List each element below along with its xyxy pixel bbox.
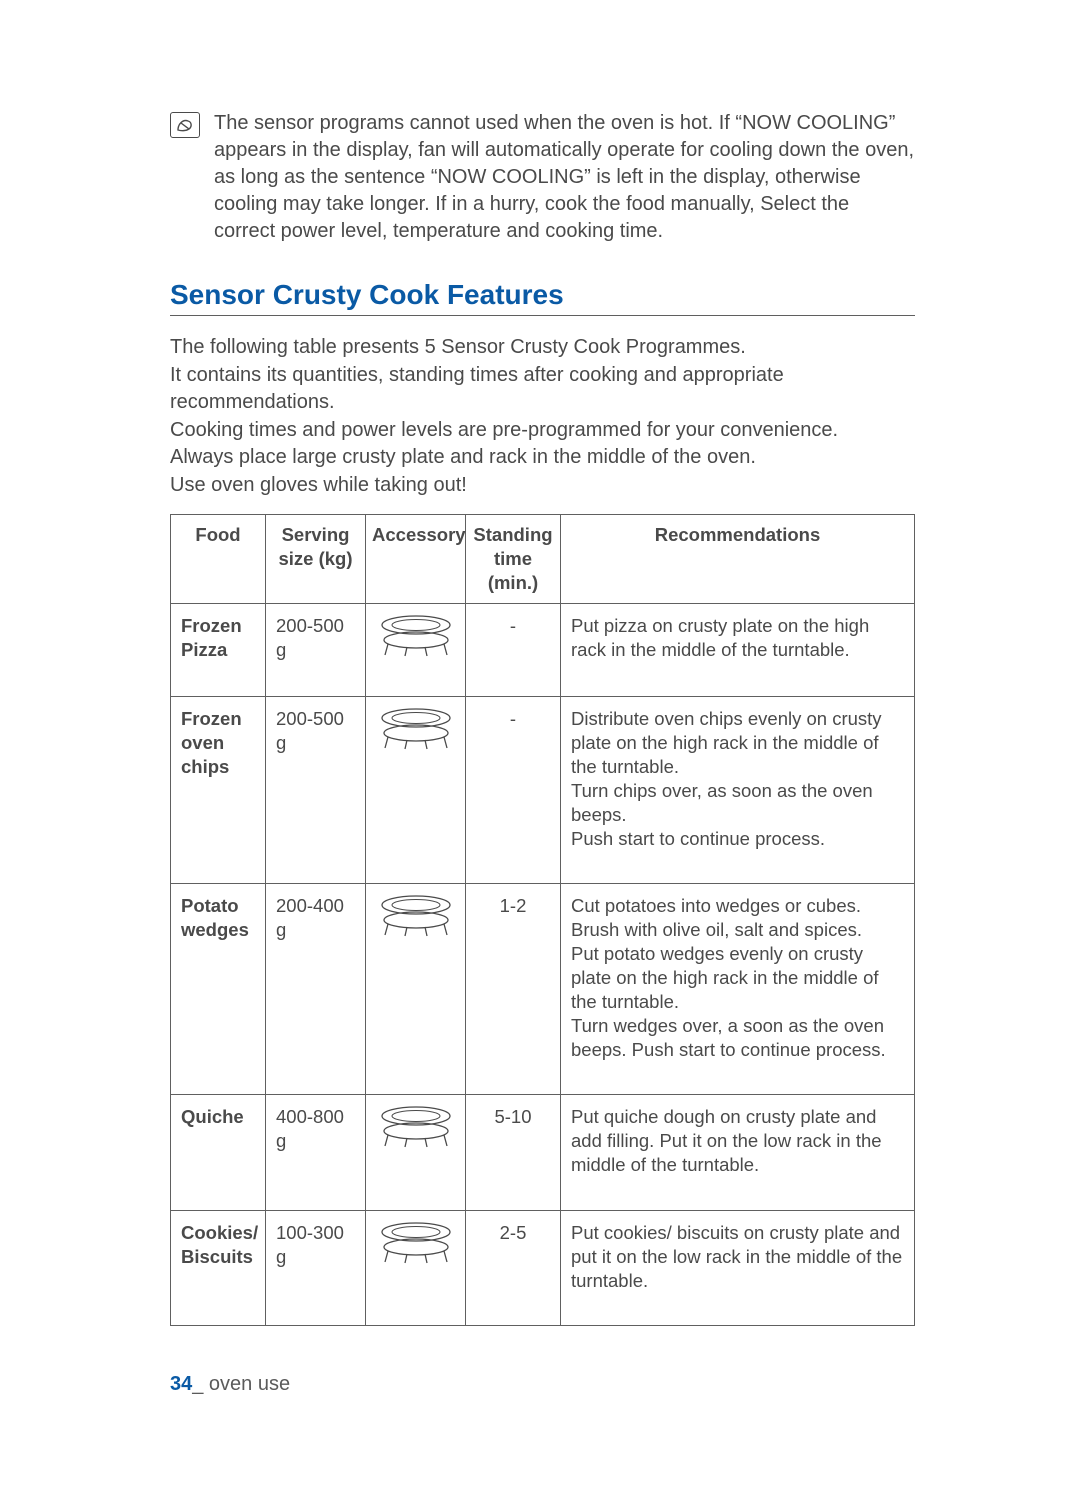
cell-accessory: [366, 1210, 466, 1325]
cell-serving-size: 200-500 g: [266, 603, 366, 696]
page-footer: 34_ oven use: [170, 1373, 290, 1396]
table-row: Quiche400-800 g 5-10Put quiche dough on c…: [171, 1095, 915, 1210]
table-row: Cookies/ Biscuits100-300 g 2-5Put cookies…: [171, 1210, 915, 1325]
cell-food: Cookies/ Biscuits: [171, 1210, 266, 1325]
cell-accessory: [366, 603, 466, 696]
cell-standing-time: 1-2: [466, 884, 561, 1095]
cell-serving-size: 400-800 g: [266, 1095, 366, 1210]
intro-line: Cooking times and power levels are pre-p…: [170, 419, 838, 441]
cell-food: Quiche: [171, 1095, 266, 1210]
intro-line: It contains its quantities, standing tim…: [170, 364, 784, 414]
th-food: Food: [171, 514, 266, 603]
intro-paragraph: The following table presents 5 Sensor Cr…: [170, 334, 915, 500]
note-icon: [170, 112, 200, 138]
cell-serving-size: 200-500 g: [266, 696, 366, 883]
cell-serving-size: 100-300 g: [266, 1210, 366, 1325]
cell-accessory: [366, 696, 466, 883]
cell-food: Frozen oven chips: [171, 696, 266, 883]
cell-recommendations: Put cookies/ biscuits on crusty plate an…: [561, 1210, 915, 1325]
intro-line: Always place large crusty plate and rack…: [170, 446, 756, 468]
cell-recommendations: Put pizza on crusty plate on the high ra…: [561, 603, 915, 696]
cell-food: Potato wedges: [171, 884, 266, 1095]
note-text: The sensor programs cannot used when the…: [214, 110, 915, 245]
cell-recommendations: Put quiche dough on crusty plate and add…: [561, 1095, 915, 1210]
table-row: Potato wedges200-400 g 1-2Cut potatoes in…: [171, 884, 915, 1095]
cell-standing-time: -: [466, 603, 561, 696]
table-body: Frozen Pizza200-500 g-Put pizza on crust…: [171, 603, 915, 1325]
intro-line: The following table presents 5 Sensor Cr…: [170, 336, 746, 358]
cell-serving-size: 200-400 g: [266, 884, 366, 1095]
crusty-plate-rack-icon: [377, 1248, 455, 1269]
cell-accessory: [366, 884, 466, 1095]
crusty-plate-rack-icon: [377, 734, 455, 755]
intro-line: Use oven gloves while taking out!: [170, 474, 467, 496]
th-standing: Standing time (min.): [466, 514, 561, 603]
cell-standing-time: 5-10: [466, 1095, 561, 1210]
crusty-plate-rack-icon: [377, 1132, 455, 1153]
cell-accessory: [366, 1095, 466, 1210]
th-size: Serving size (kg): [266, 514, 366, 603]
table-row: Frozen Pizza200-500 g -Put pizza on crust…: [171, 603, 915, 696]
table-row: Frozen oven chips200-500 g-Distribute ov…: [171, 696, 915, 883]
th-recommendations: Recommendations: [561, 514, 915, 603]
crusty-plate-rack-icon: [377, 921, 455, 942]
crusty-plate-rack-icon: [377, 641, 455, 662]
th-accessory: Accessory: [366, 514, 466, 603]
cell-standing-time: 2-5: [466, 1210, 561, 1325]
cell-food: Frozen Pizza: [171, 603, 266, 696]
page-number: 34: [170, 1373, 192, 1395]
cell-recommendations: Cut potatoes into wedges or cubes. Brush…: [561, 884, 915, 1095]
section-title: Sensor Crusty Cook Features: [170, 279, 915, 316]
footer-suffix: _ oven use: [192, 1373, 290, 1395]
manual-page: The sensor programs cannot used when the…: [0, 0, 1080, 1491]
table-header-row: Food Serving size (kg) Accessory Standin…: [171, 514, 915, 603]
note-block: The sensor programs cannot used when the…: [170, 110, 915, 245]
cell-recommendations: Distribute oven chips evenly on crusty p…: [561, 696, 915, 883]
cell-standing-time: -: [466, 696, 561, 883]
cook-programmes-table: Food Serving size (kg) Accessory Standin…: [170, 514, 915, 1326]
